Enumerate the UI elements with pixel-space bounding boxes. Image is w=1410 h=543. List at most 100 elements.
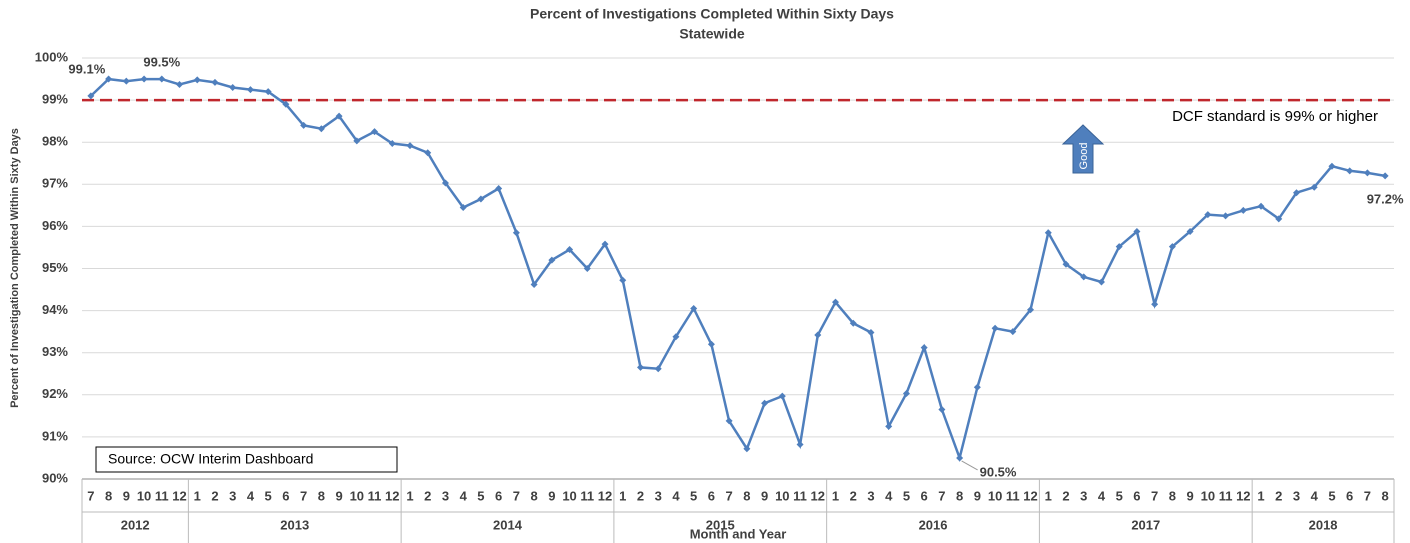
x-tick-label: 7 <box>300 488 307 503</box>
x-tick-label: 3 <box>442 488 449 503</box>
x-tick-label: 3 <box>655 488 662 503</box>
x-tick-label: 3 <box>867 488 874 503</box>
data-point <box>778 392 786 400</box>
data-point <box>495 185 503 193</box>
data-point <box>87 92 95 100</box>
y-axis-title: Percent of Investigation Completed Withi… <box>9 128 21 408</box>
data-point <box>1363 169 1371 177</box>
x-tick-label: 4 <box>1098 488 1106 503</box>
x-tick-label: 8 <box>530 488 537 503</box>
data-point <box>1292 189 1300 197</box>
data-point <box>902 390 910 398</box>
x-tick-label: 5 <box>1116 488 1123 503</box>
data-point <box>725 417 733 425</box>
data-point <box>371 128 379 136</box>
x-tick-label: 9 <box>1186 488 1193 503</box>
x-tick-label: 8 <box>318 488 325 503</box>
x-tick-label: 9 <box>761 488 768 503</box>
x-tick-label: 2 <box>1062 488 1069 503</box>
x-tick-label: 8 <box>956 488 963 503</box>
data-point <box>1168 243 1176 251</box>
x-tick-label: 2 <box>211 488 218 503</box>
data-label: 99.1% <box>68 61 105 76</box>
data-point <box>512 229 520 237</box>
x-tick-label: 3 <box>229 488 236 503</box>
data-point <box>619 276 627 284</box>
x-tick-label: 9 <box>123 488 130 503</box>
x-tick-label: 11 <box>580 488 594 503</box>
x-tick-label: 12 <box>172 488 186 503</box>
data-point <box>317 125 325 133</box>
x-tick-label: 5 <box>477 488 484 503</box>
data-point <box>885 422 893 430</box>
x-tick-label: 5 <box>690 488 697 503</box>
data-point <box>867 328 875 336</box>
data-point <box>353 137 361 145</box>
x-tick-label: 9 <box>548 488 555 503</box>
data-point <box>707 340 715 348</box>
data-point <box>814 331 822 339</box>
data-point <box>920 344 928 352</box>
y-tick-label: 95% <box>42 260 68 275</box>
chart-subtitle: Statewide <box>679 26 745 42</box>
data-point <box>1222 212 1230 220</box>
x-tick-label: 1 <box>1257 488 1264 503</box>
x-tick-label: 1 <box>406 488 413 503</box>
x-tick-label: 6 <box>921 488 928 503</box>
year-label: 2017 <box>1131 517 1160 532</box>
x-tick-label: 10 <box>1201 488 1215 503</box>
x-tick-label: 12 <box>811 488 825 503</box>
x-tick-label: 11 <box>1219 488 1233 503</box>
x-tick-label: 7 <box>1364 488 1371 503</box>
data-point <box>690 304 698 312</box>
x-tick-label: 8 <box>105 488 112 503</box>
data-point <box>1115 243 1123 251</box>
data-point <box>583 265 591 272</box>
data-point <box>956 454 964 462</box>
x-tick-label: 8 <box>1169 488 1176 503</box>
data-point <box>601 240 609 248</box>
data-point <box>1204 211 1212 219</box>
data-point <box>424 149 432 157</box>
x-tick-label: 4 <box>1311 488 1319 503</box>
data-point <box>1027 306 1035 314</box>
x-tick-label: 4 <box>672 488 680 503</box>
year-label: 2018 <box>1309 517 1338 532</box>
y-tick-label: 99% <box>42 92 68 107</box>
y-tick-label: 91% <box>42 428 68 443</box>
data-point <box>1097 278 1105 286</box>
x-tick-label: 10 <box>775 488 789 503</box>
data-point <box>406 142 414 150</box>
x-tick-label: 6 <box>1133 488 1140 503</box>
data-point <box>654 365 662 373</box>
x-tick-label: 7 <box>938 488 945 503</box>
data-point <box>1310 183 1318 191</box>
year-label: 2013 <box>280 517 309 532</box>
data-point <box>1133 227 1141 235</box>
y-tick-label: 93% <box>42 344 68 359</box>
data-point <box>743 445 751 453</box>
x-tick-label: 6 <box>495 488 502 503</box>
data-point <box>973 383 981 391</box>
source-box <box>95 446 398 473</box>
data-point <box>122 77 130 85</box>
x-tick-label: 2 <box>1275 488 1282 503</box>
chart-title: Percent of Investigations Completed With… <box>530 6 894 22</box>
y-tick-label: 96% <box>42 218 68 233</box>
x-tick-label: 2 <box>850 488 857 503</box>
x-tick-label: 1 <box>832 488 839 503</box>
x-tick-label: 11 <box>1006 488 1020 503</box>
data-point <box>1080 273 1088 281</box>
x-tick-label: 4 <box>885 488 893 503</box>
x-tick-label: 7 <box>726 488 733 503</box>
x-tick-label: 10 <box>562 488 576 503</box>
x-tick-label: 7 <box>1151 488 1158 503</box>
x-tick-label: 7 <box>513 488 520 503</box>
data-point <box>300 121 308 129</box>
data-point <box>1328 162 1336 170</box>
data-point <box>140 75 148 83</box>
data-point <box>1257 202 1265 210</box>
data-point <box>938 406 946 414</box>
data-point <box>1239 206 1247 214</box>
x-tick-label: 3 <box>1293 488 1300 503</box>
